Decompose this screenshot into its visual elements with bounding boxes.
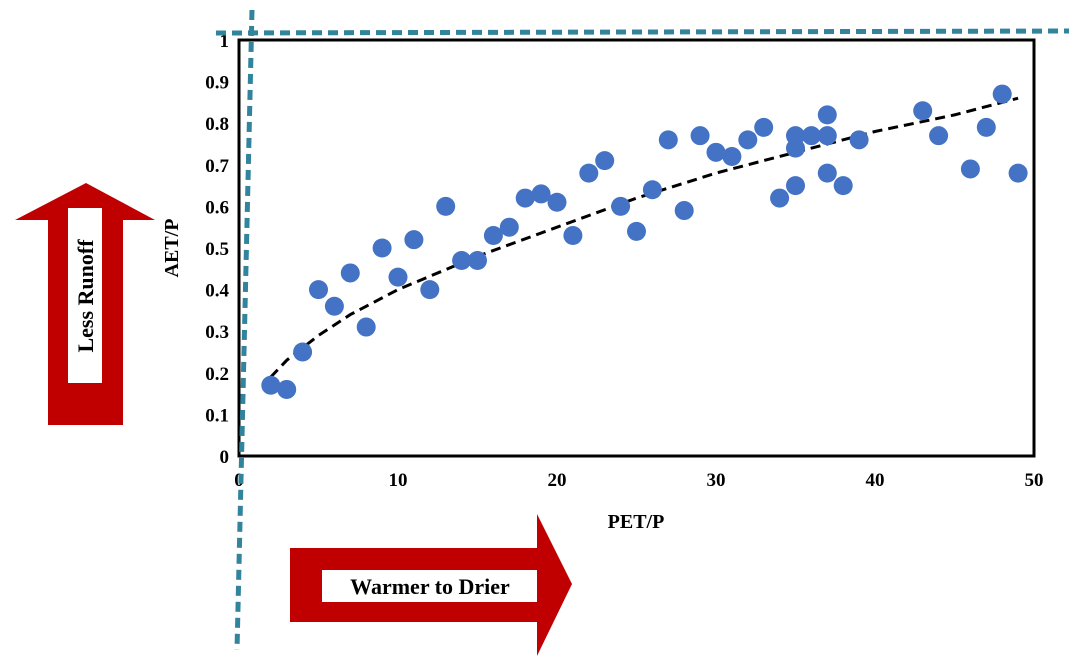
data-point [372, 238, 392, 258]
data-point [690, 126, 710, 146]
data-point [929, 126, 949, 146]
warmer-to-drier-label: Warmer to Drier [350, 574, 510, 599]
y-tick-label: 0.8 [205, 114, 229, 135]
data-point [261, 375, 281, 395]
data-point [786, 138, 805, 158]
data-point [849, 130, 869, 150]
trendline [269, 96, 1019, 379]
dotted-vertical-line [234, 9, 255, 651]
data-point [404, 230, 424, 250]
data-point [356, 317, 376, 337]
data-point [817, 105, 837, 125]
y-tick-label: 0.9 [205, 73, 229, 94]
data-point [499, 217, 519, 237]
data-point [960, 159, 980, 179]
data-point [420, 280, 440, 300]
y-tick-labels: 0 0.1 0.2 0.3 0.4 0.5 0.6 0.7 0.8 0.9 1 [205, 31, 229, 468]
data-point [754, 117, 774, 137]
data-point [833, 176, 853, 196]
y-tick-label: 0.7 [205, 156, 229, 177]
x-tick-label: 10 [389, 470, 408, 491]
x-tick-label: 50 [1025, 470, 1044, 491]
data-point [468, 250, 487, 270]
data-point [786, 176, 805, 196]
data-point [770, 188, 790, 208]
data-point [563, 226, 583, 246]
data-point [515, 188, 535, 208]
data-point [436, 196, 456, 216]
y-tick-label: 0.3 [205, 322, 229, 343]
x-tick-labels: 01020304050 [234, 470, 1043, 491]
x-axis-title: PET/P [608, 511, 665, 533]
x-tick-label: 20 [548, 470, 567, 491]
data-point [976, 117, 996, 137]
data-point [674, 201, 694, 221]
x-tick-label: 30 [707, 470, 726, 491]
data-point [595, 151, 615, 171]
trendline-group [269, 96, 1019, 379]
y-tick-label: 1 [220, 31, 230, 52]
y-tick-label: 0.5 [205, 239, 229, 260]
data-point [817, 126, 837, 146]
data-point [642, 180, 662, 200]
plot-frame [237, 38, 1036, 458]
data-point [340, 263, 360, 283]
data-point [309, 280, 328, 300]
x-tick-label: 40 [866, 470, 885, 491]
data-point [801, 126, 821, 146]
data-point [277, 379, 297, 399]
data-point [579, 163, 599, 183]
y-tick-label: 0.6 [205, 197, 229, 218]
data-point [658, 130, 678, 150]
warmer-to-drier-label-box [322, 570, 537, 602]
data-point [992, 84, 1012, 104]
y-tick-label: 0.4 [205, 281, 229, 302]
data-point [452, 250, 472, 270]
y-tick-label: 0.2 [205, 364, 229, 385]
less-runoff-label: Less Runoff [73, 239, 98, 353]
data-point [293, 342, 313, 362]
dotted-horizontal-line [215, 28, 1069, 36]
data-point [738, 130, 758, 150]
y-tick-label: 0.1 [205, 405, 229, 426]
data-point [627, 221, 646, 241]
y-axis-title: AET/P [161, 219, 183, 278]
data-point [706, 142, 726, 162]
data-point [483, 226, 503, 246]
data-point [913, 101, 933, 121]
data-point [531, 184, 551, 204]
y-tick-label: 0 [220, 447, 230, 468]
data-point [817, 163, 837, 183]
data-point [324, 296, 344, 316]
points-group [261, 84, 1028, 399]
less-runoff-label-box [68, 208, 102, 383]
data-point [388, 267, 408, 287]
data-point [1008, 163, 1028, 183]
data-point [547, 192, 567, 212]
data-point [611, 196, 631, 216]
data-point [722, 146, 742, 166]
